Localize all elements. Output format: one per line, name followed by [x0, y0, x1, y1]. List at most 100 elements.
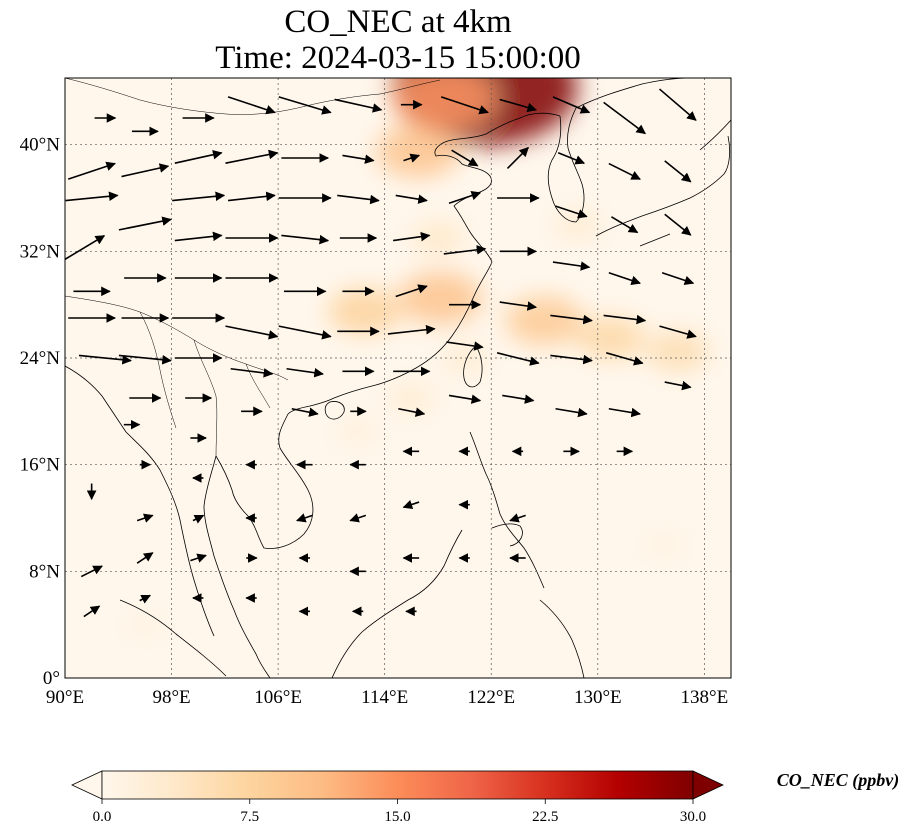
concentration-hotspot [387, 383, 435, 413]
wind-vector-arrow [451, 149, 479, 167]
wind-vector-arrow [190, 553, 207, 563]
wind-vector-arrow [121, 163, 170, 178]
coastlines [65, 78, 731, 678]
concentration-hotspot [376, 125, 460, 178]
wind-vector-arrow [296, 513, 313, 523]
wind-vector-arrow [509, 513, 526, 523]
wind-vector-field [65, 88, 697, 618]
wind-vector-arrow [334, 98, 383, 113]
wind-vector-arrow [664, 380, 692, 391]
wind-vector-arrow [278, 325, 332, 340]
wind-vector-arrow [174, 149, 223, 164]
concentration-hotspot [577, 316, 646, 360]
wind-vector-arrow [499, 301, 538, 311]
y-tick-label: 0° [43, 668, 60, 689]
concentration-hotspot [411, 221, 465, 255]
wind-vector-arrow [230, 367, 274, 378]
x-tick-label: 130°E [574, 687, 622, 708]
wind-vector-arrow [606, 352, 644, 366]
map-title: CO_NEC at 4km [284, 4, 512, 40]
wind-vector-arrow [603, 101, 647, 135]
x-tick-label: 98°E [152, 687, 190, 708]
y-tick-label: 32°N [20, 241, 61, 262]
wind-vector-arrow [136, 513, 154, 523]
wind-vector-arrow [136, 552, 154, 564]
wind-vector-arrow [550, 354, 593, 365]
x-tick-label: 90°E [46, 687, 84, 708]
colorbar: 0.0 7.5 15.0 22.5 30.0 CO_NEC (ppbv) [71, 770, 900, 825]
wind-vector-arrow [192, 514, 205, 524]
wind-vector-arrow [67, 161, 116, 180]
wind-vector-arrow [443, 245, 487, 255]
wind-vector-arrow [118, 216, 172, 231]
concentration-hotspot [399, 272, 483, 324]
wind-vector-arrow [550, 314, 593, 325]
x-axis-ticks: 90°E 98°E 106°E 114°E 122°E 130°E 138°E [46, 687, 728, 708]
gridlines [65, 78, 731, 678]
wind-vector-arrow [608, 407, 641, 418]
wind-vector-arrow [281, 234, 330, 245]
wind-vector-arrow [65, 191, 119, 202]
y-tick-label: 8°N [29, 561, 60, 582]
wind-vector-arrow [608, 162, 641, 180]
wind-vector-arrow [174, 231, 223, 242]
colorbar-label: CO_NEC (ppbv) [777, 770, 900, 791]
wind-vector-arrow [403, 153, 421, 163]
colorbar-tick-label: 7.5 [240, 809, 259, 825]
wind-vector-arrow [506, 146, 529, 169]
wind-vector-arrow [608, 272, 641, 286]
concentration-background [65, 78, 731, 678]
colorbar-tick-label: 22.5 [532, 809, 558, 825]
wind-vector-arrow [448, 190, 482, 204]
map-frame [64, 77, 732, 679]
wind-vector-arrow [557, 152, 586, 165]
wind-vector-arrow [496, 352, 540, 366]
wind-vector-arrow [664, 213, 692, 236]
colorbar-body [101, 770, 694, 800]
concentration-field [125, 78, 710, 638]
wind-vector-arrow [552, 261, 591, 271]
wind-vector-arrow [611, 216, 639, 234]
x-tick-label: 114°E [361, 687, 408, 708]
wind-vector-arrow [225, 149, 279, 164]
map-subtitle-time: Time: 2024-03-15 15:00:00 [215, 40, 581, 76]
concentration-hotspot [646, 331, 710, 371]
colorbar-tick-label: 15.0 [384, 809, 410, 825]
wind-vector-arrow [398, 407, 426, 417]
wind-vector-arrow [395, 284, 428, 298]
wind-vector-arrow [349, 513, 367, 523]
wind-vector-arrow [499, 98, 538, 113]
wind-vector-arrow [395, 194, 428, 204]
y-tick-label: 24°N [20, 348, 61, 369]
colorbar-extend-max [692, 770, 724, 800]
wind-vector-arrow [83, 605, 101, 618]
wind-vector-arrow [393, 231, 431, 242]
wind-vector-arrow [278, 96, 332, 115]
wind-vector-arrow [139, 594, 151, 604]
wind-vector-arrow [659, 325, 697, 339]
wind-vector-arrow [172, 191, 226, 202]
wind-vector-arrow [552, 96, 591, 114]
wind-vector-arrow [227, 96, 276, 115]
y-tick-label: 40°N [20, 135, 61, 156]
wind-vector-arrow [448, 394, 482, 404]
wind-vector-arrow [555, 407, 588, 418]
concentration-hotspot [505, 296, 584, 346]
wind-vector-arrow [80, 565, 103, 578]
x-tick-label: 122°E [467, 687, 515, 708]
wind-vector-arrow [78, 354, 132, 365]
wind-vector-arrow [225, 325, 279, 340]
wind-vector-arrow [603, 314, 647, 325]
wind-vector-arrow [402, 499, 420, 510]
map-plot-area [65, 78, 731, 678]
colorbar-tick-label: 30.0 [680, 809, 706, 825]
concentration-hotspot [125, 612, 165, 638]
wind-vector-arrow [446, 341, 484, 351]
wind-vector-arrow [342, 154, 375, 164]
country-borders [65, 78, 441, 457]
concentration-hotspot [392, 78, 497, 131]
wind-vector-arrow [658, 88, 697, 121]
concentration-hotspot [328, 288, 402, 335]
wind-vector-arrow [661, 272, 695, 286]
